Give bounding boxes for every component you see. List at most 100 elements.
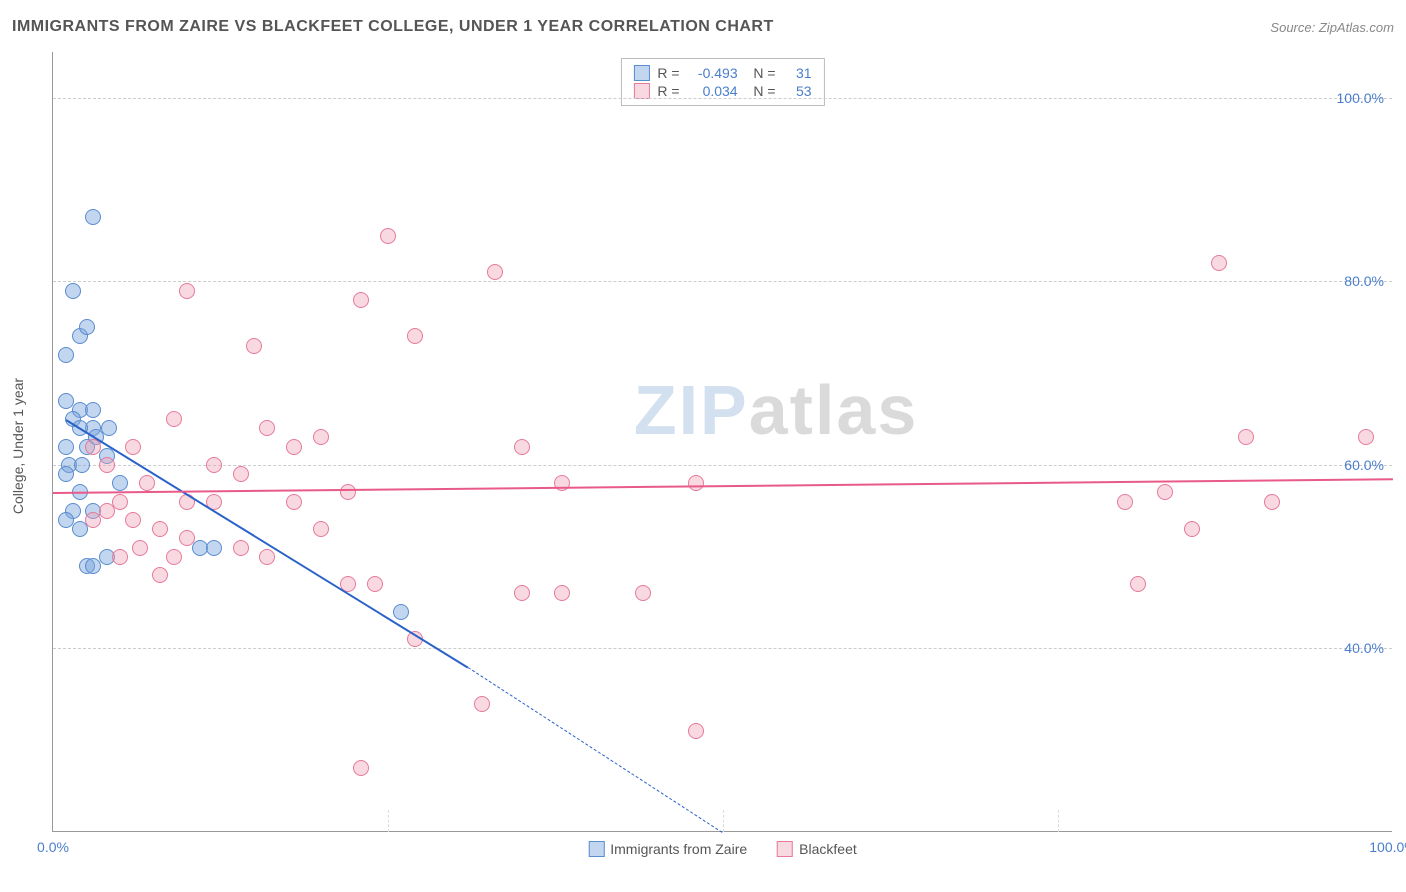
data-point xyxy=(246,338,262,354)
stat-r-value: 0.034 xyxy=(688,83,738,99)
data-point xyxy=(688,475,704,491)
gridline-h xyxy=(53,648,1392,649)
data-point xyxy=(139,475,155,491)
legend-swatch xyxy=(588,841,604,857)
data-point xyxy=(58,512,74,528)
data-point xyxy=(233,466,249,482)
data-point xyxy=(286,439,302,455)
data-point xyxy=(1184,521,1200,537)
gridline-v xyxy=(388,810,389,832)
legend-swatch xyxy=(633,65,649,81)
data-point xyxy=(514,585,530,601)
gridline-h xyxy=(53,98,1392,99)
trend-line xyxy=(66,419,469,668)
data-point xyxy=(1264,494,1280,510)
data-point xyxy=(340,484,356,500)
data-point xyxy=(474,696,490,712)
data-point xyxy=(65,283,81,299)
chart-title: IMMIGRANTS FROM ZAIRE VS BLACKFEET COLLE… xyxy=(12,18,774,36)
data-point xyxy=(152,567,168,583)
data-point xyxy=(125,439,141,455)
legend-label: Blackfeet xyxy=(799,841,857,857)
data-point xyxy=(1157,484,1173,500)
data-point xyxy=(112,475,128,491)
data-point xyxy=(85,402,101,418)
y-tick-label: 100.0% xyxy=(1337,90,1384,106)
gridline-h xyxy=(53,465,1392,466)
legend-swatch xyxy=(633,83,649,99)
gridline-h xyxy=(53,281,1392,282)
trend-line xyxy=(468,667,723,833)
data-point xyxy=(554,475,570,491)
gridline-v xyxy=(723,810,724,832)
bottom-legend: Immigrants from Zaire Blackfeet xyxy=(588,841,857,857)
legend-swatch xyxy=(777,841,793,857)
data-point xyxy=(393,604,409,620)
y-tick-label: 40.0% xyxy=(1344,640,1384,656)
stat-r-label: R = xyxy=(657,83,679,99)
data-point xyxy=(514,439,530,455)
data-point xyxy=(367,576,383,592)
data-point xyxy=(85,558,101,574)
watermark: ZIPatlas xyxy=(634,370,918,450)
data-point xyxy=(79,319,95,335)
stat-r-label: R = xyxy=(657,65,679,81)
data-point xyxy=(125,512,141,528)
legend-item: Immigrants from Zaire xyxy=(588,841,747,857)
data-point xyxy=(233,540,249,556)
data-point xyxy=(635,585,651,601)
data-point xyxy=(179,283,195,299)
data-point xyxy=(101,420,117,436)
data-point xyxy=(487,264,503,280)
data-point xyxy=(407,328,423,344)
legend-label: Immigrants from Zaire xyxy=(610,841,747,857)
data-point xyxy=(206,540,222,556)
data-point xyxy=(58,347,74,363)
data-point xyxy=(313,521,329,537)
data-point xyxy=(112,494,128,510)
data-point xyxy=(85,209,101,225)
stat-n-label: N = xyxy=(746,65,776,81)
data-point xyxy=(58,439,74,455)
data-point xyxy=(353,760,369,776)
data-point xyxy=(132,540,148,556)
data-point xyxy=(259,549,275,565)
stat-row: R = -0.493 N = 31 xyxy=(633,65,811,81)
source-credit: Source: ZipAtlas.com xyxy=(1270,20,1394,35)
data-point xyxy=(99,457,115,473)
data-point xyxy=(1117,494,1133,510)
scatter-plot-area: ZIPatlas R =-0.493 N =31R =0.034 N =53 I… xyxy=(52,52,1392,832)
data-point xyxy=(74,457,90,473)
data-point xyxy=(1358,429,1374,445)
data-point xyxy=(380,228,396,244)
data-point xyxy=(179,530,195,546)
data-point xyxy=(1238,429,1254,445)
data-point xyxy=(166,549,182,565)
data-point xyxy=(286,494,302,510)
x-tick-label: 100.0% xyxy=(1369,839,1406,855)
data-point xyxy=(353,292,369,308)
data-point xyxy=(688,723,704,739)
trend-line xyxy=(53,479,1393,495)
data-point xyxy=(206,457,222,473)
stat-n-label: N = xyxy=(746,83,776,99)
gridline-v xyxy=(1058,810,1059,832)
data-point xyxy=(313,429,329,445)
data-point xyxy=(1130,576,1146,592)
x-tick-label: 0.0% xyxy=(37,839,69,855)
data-point xyxy=(112,549,128,565)
data-point xyxy=(85,512,101,528)
data-point xyxy=(1211,255,1227,271)
stat-r-value: -0.493 xyxy=(688,65,738,81)
data-point xyxy=(166,411,182,427)
stat-n-value: 31 xyxy=(784,65,812,81)
stat-row: R = 0.034 N = 53 xyxy=(633,83,811,99)
data-point xyxy=(152,521,168,537)
y-tick-label: 80.0% xyxy=(1344,273,1384,289)
data-point xyxy=(259,420,275,436)
legend-item: Blackfeet xyxy=(777,841,857,857)
data-point xyxy=(554,585,570,601)
stat-n-value: 53 xyxy=(784,83,812,99)
y-tick-label: 60.0% xyxy=(1344,457,1384,473)
header: IMMIGRANTS FROM ZAIRE VS BLACKFEET COLLE… xyxy=(12,18,1394,36)
